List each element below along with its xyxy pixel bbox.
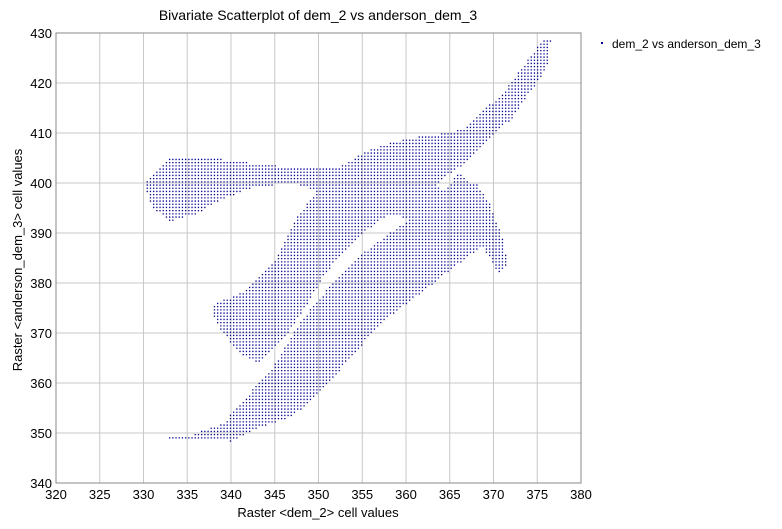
x-tick-label: 320 — [45, 487, 67, 502]
x-tick-label: 380 — [570, 487, 592, 502]
y-tick-label: 400 — [30, 176, 52, 191]
legend: dem_2 vs anderson_dem_3 — [601, 37, 761, 51]
x-tick-label: 345 — [264, 487, 286, 502]
y-tick-label: 430 — [30, 26, 52, 41]
y-tick-label: 340 — [30, 476, 52, 491]
y-tick-label: 380 — [30, 276, 52, 291]
y-tick-label: 420 — [30, 76, 52, 91]
x-tick-label: 370 — [483, 487, 505, 502]
x-tick-label: 340 — [220, 487, 242, 502]
legend-series-label: dem_2 vs anderson_dem_3 — [612, 37, 761, 51]
x-tick-label: 325 — [89, 487, 111, 502]
x-tick-label: 375 — [526, 487, 548, 502]
x-tick-labels: 320 325 330 335 340 345 350 355 360 365 370 375 380 — [45, 487, 592, 502]
x-tick-label: 330 — [133, 487, 155, 502]
y-tick-label: 350 — [30, 426, 52, 441]
y-tick-label: 360 — [30, 376, 52, 391]
chart-title: Bivariate Scatterplot of dem_2 vs anders… — [159, 7, 478, 23]
legend-marker — [601, 42, 603, 44]
y-tick-labels: 340 350 360 370 380 390 400 410 420 430 — [30, 26, 52, 491]
y-axis-label: Raster <anderson_dem_3> cell values — [10, 148, 25, 371]
x-tick-label: 365 — [439, 487, 461, 502]
plot-frame — [55, 32, 582, 484]
x-tick-label: 360 — [395, 487, 417, 502]
x-tick-label: 350 — [308, 487, 330, 502]
x-axis-label: Raster <dem_2> cell values — [237, 505, 399, 520]
y-tick-label: 410 — [30, 126, 52, 141]
y-tick-label: 370 — [30, 326, 52, 341]
x-tick-label: 335 — [176, 487, 198, 502]
y-tick-label: 390 — [30, 226, 52, 241]
scatter-points — [146, 40, 552, 442]
x-tick-label: 355 — [351, 487, 373, 502]
scatter-point-cloud — [146, 40, 552, 442]
